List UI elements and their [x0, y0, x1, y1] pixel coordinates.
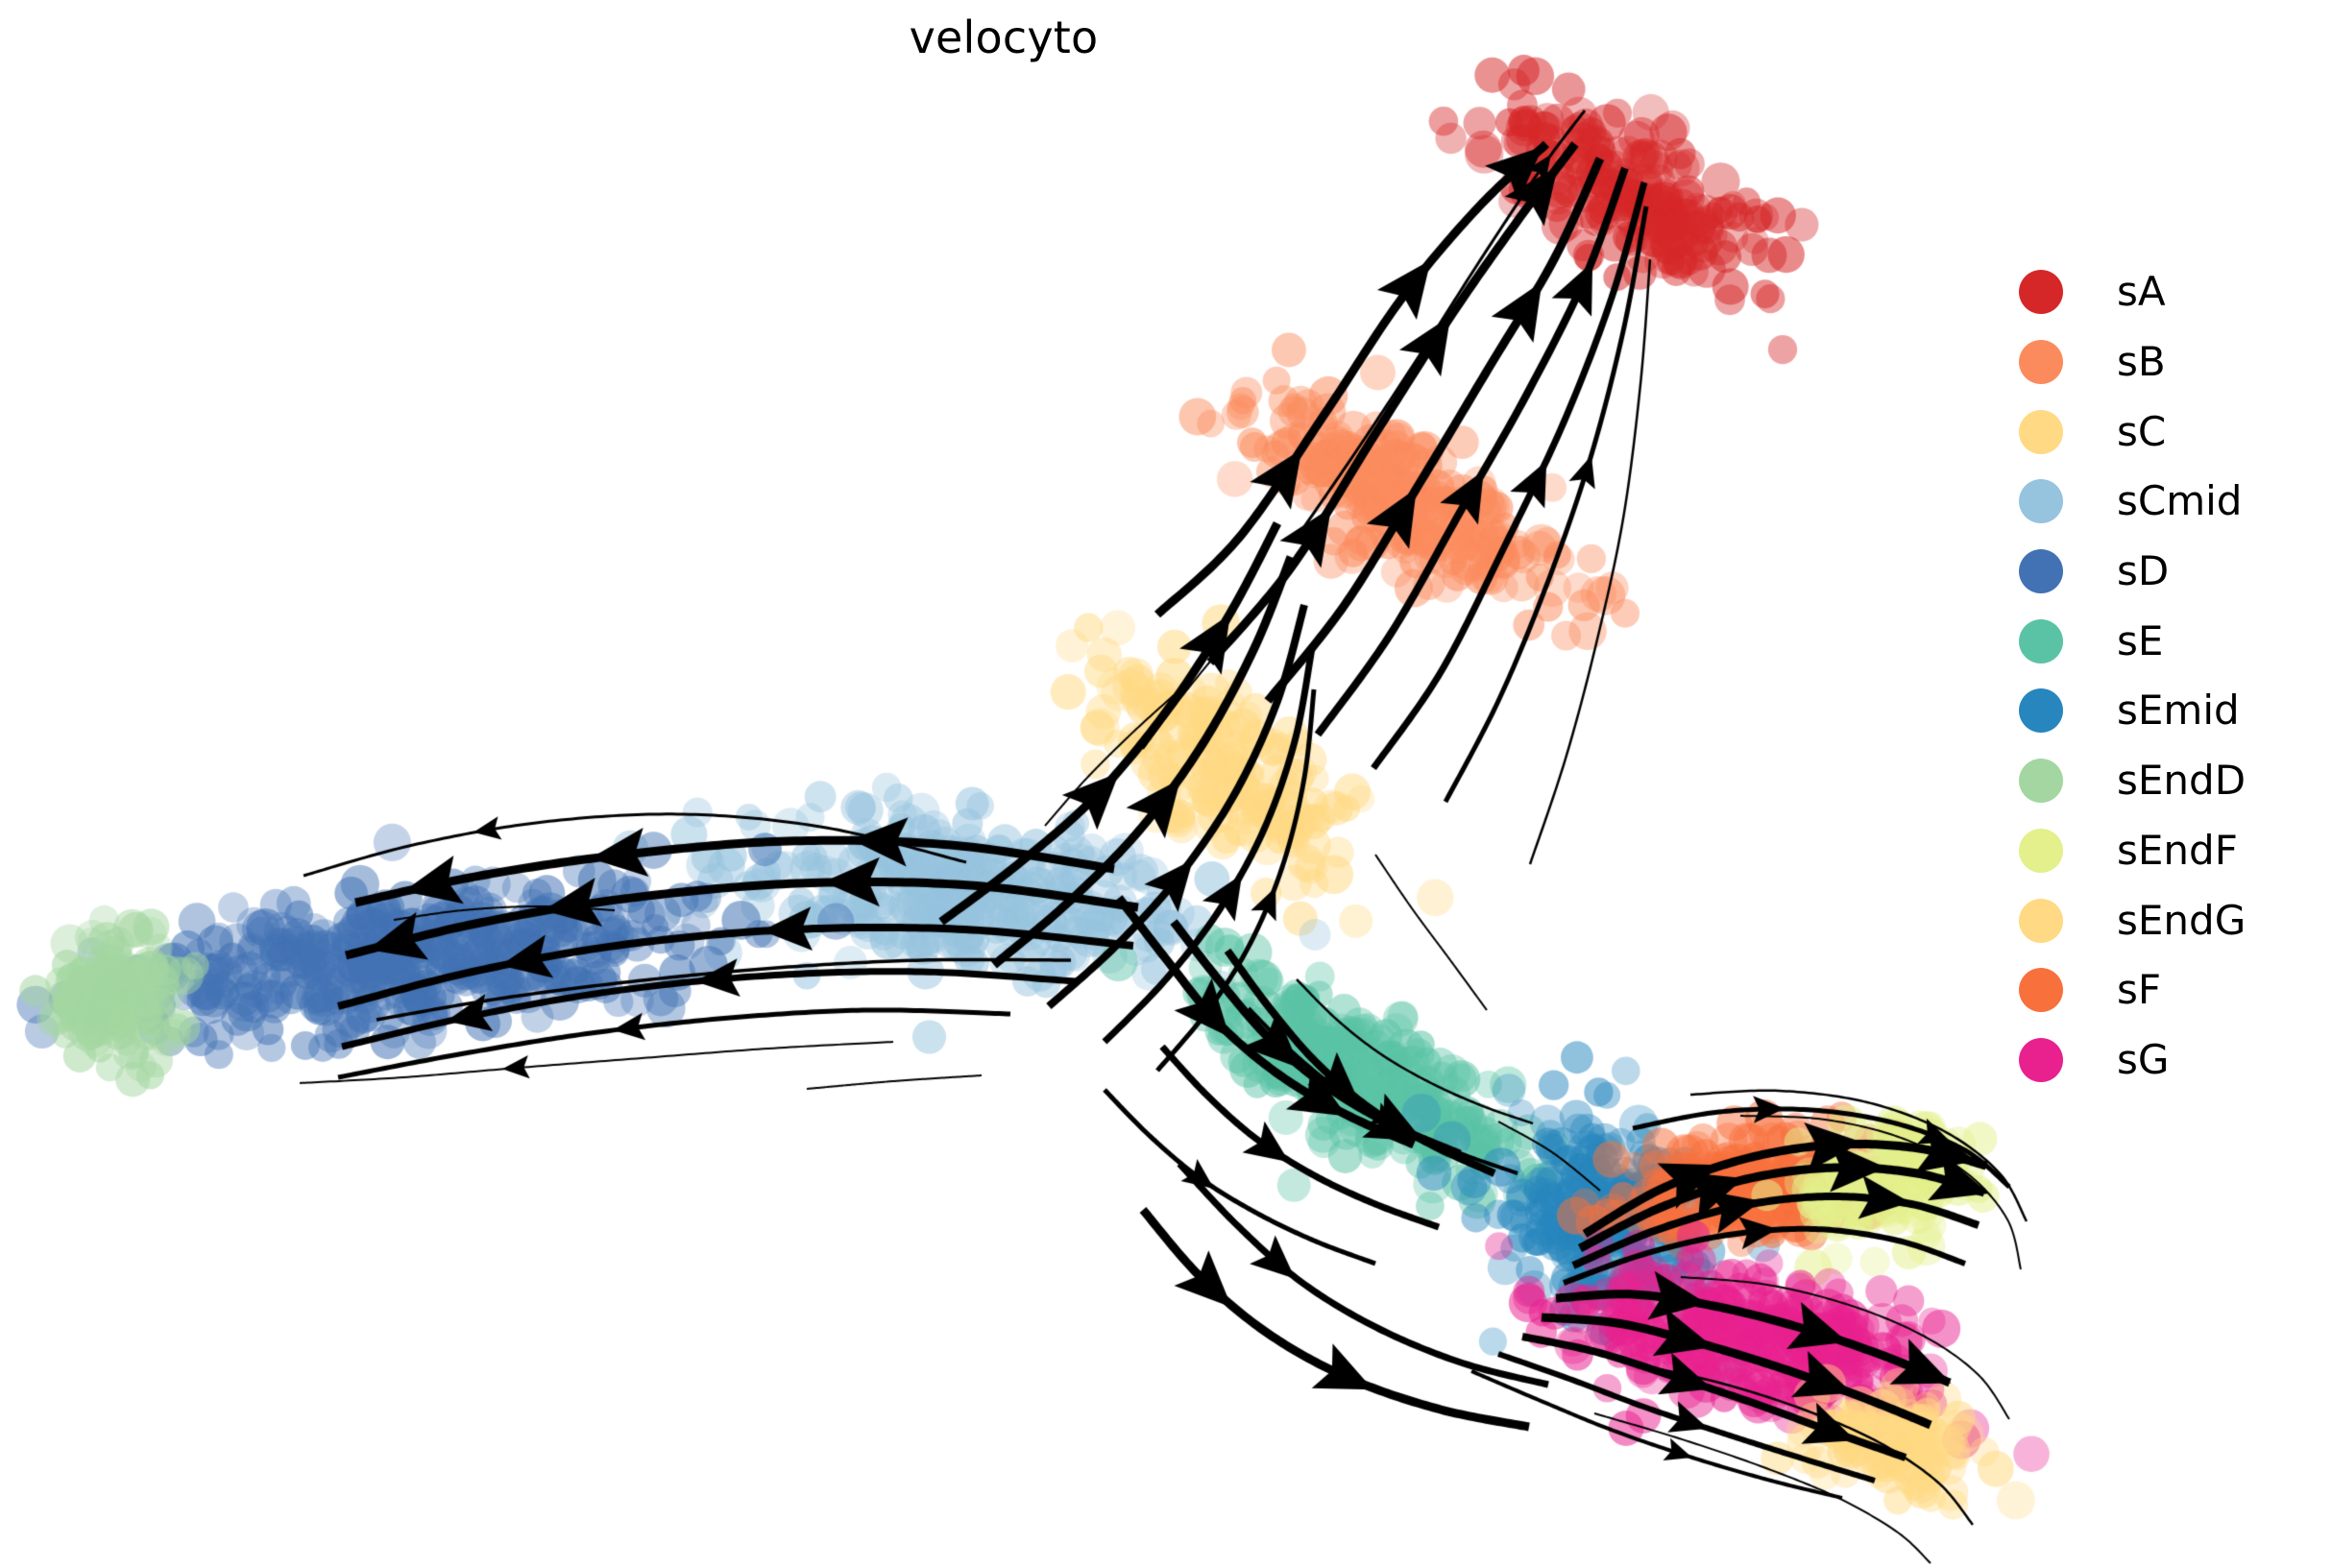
legend-marker-icon — [2019, 618, 2063, 663]
legend-item-scmid[interactable]: sCmid — [2007, 467, 2324, 537]
legend-item-label: sB — [2117, 338, 2166, 386]
legend-item-label: sD — [2117, 547, 2170, 595]
legend-item-sb[interactable]: sB — [2007, 327, 2324, 398]
legend-item-label: sE — [2117, 616, 2164, 664]
legend-item-label: sEmid — [2117, 687, 2240, 735]
legend-item-sg[interactable]: sG — [2007, 1025, 2324, 1096]
legend-marker-icon — [2019, 340, 2063, 385]
legend: sA sB sC sCmid sD sE sEmid sEndD sEndF sEndG sF sG — [2007, 257, 2324, 1095]
legend-marker-icon — [2019, 270, 2063, 315]
legend-item-label: sF — [2117, 966, 2162, 1014]
legend-marker-icon — [2019, 828, 2063, 873]
legend-marker-icon — [2019, 968, 2063, 1013]
legend-marker-icon — [2019, 479, 2063, 524]
legend-item-sf[interactable]: sF — [2007, 955, 2324, 1025]
legend-item-label: sEndD — [2117, 757, 2247, 805]
legend-item-sa[interactable]: sA — [2007, 257, 2324, 327]
legend-marker-icon — [2019, 549, 2063, 594]
legend-item-label: sEndF — [2117, 826, 2238, 874]
legend-item-sendf[interactable]: sEndF — [2007, 816, 2324, 886]
legend-item-semid[interactable]: sEmid — [2007, 676, 2324, 746]
legend-item-label: sA — [2117, 268, 2166, 316]
legend-item-label: sCmid — [2117, 477, 2243, 525]
legend-item-sendd[interactable]: sEndD — [2007, 746, 2324, 816]
legend-marker-icon — [2019, 759, 2063, 804]
legend-marker-icon — [2019, 898, 2063, 943]
legend-marker-icon — [2019, 1037, 2063, 1082]
legend-item-sd[interactable]: sD — [2007, 537, 2324, 607]
legend-marker-icon — [2019, 409, 2063, 454]
legend-item-label: sEndG — [2117, 896, 2247, 944]
legend-item-se[interactable]: sE — [2007, 606, 2324, 676]
legend-marker-icon — [2019, 688, 2063, 734]
legend-item-sendg[interactable]: sEndG — [2007, 885, 2324, 955]
legend-item-sc[interactable]: sC — [2007, 397, 2324, 467]
legend-item-label: sC — [2117, 407, 2167, 455]
legend-item-label: sG — [2117, 1035, 2170, 1083]
